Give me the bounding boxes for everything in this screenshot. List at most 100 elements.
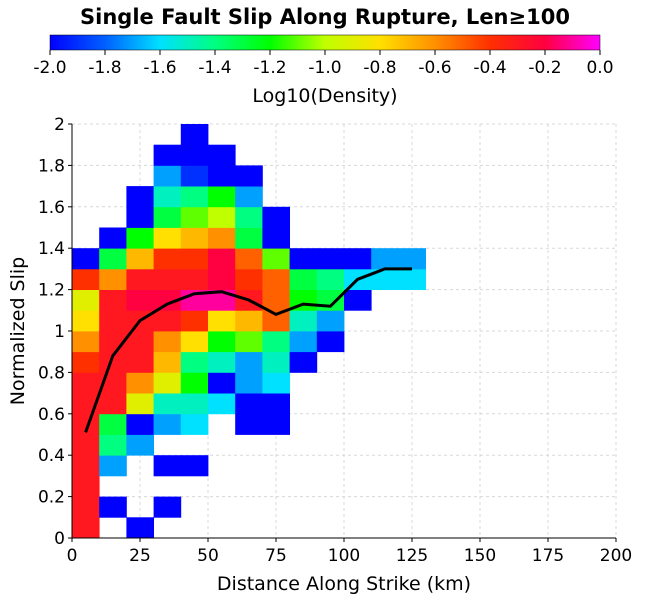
heatmap-cell	[344, 289, 372, 311]
colorbar-tick-label: -0.2	[528, 58, 561, 78]
heatmap-cell	[72, 248, 100, 270]
heatmap-cell	[153, 351, 182, 373]
heatmap-cell	[316, 331, 345, 353]
heatmap-cell	[153, 310, 182, 332]
heatmap-cell	[72, 289, 100, 311]
colorbar	[49, 34, 601, 51]
heatmap-cell	[235, 331, 263, 353]
heatmap-cell	[262, 331, 290, 353]
y-tick-label: 0.8	[38, 363, 65, 383]
colorbar-tick-label: 0.0	[586, 58, 613, 78]
heatmap-cell	[99, 351, 127, 373]
heatmap-cell	[72, 475, 100, 497]
heatmap-cell	[180, 268, 209, 290]
heatmap-cell	[208, 372, 236, 394]
heatmap-cell	[180, 124, 209, 146]
heatmap-cell	[153, 455, 182, 477]
heatmap-cell	[99, 393, 127, 415]
heatmap-cell	[126, 331, 154, 353]
heatmap-cell	[208, 310, 236, 332]
heatmap-cell	[72, 331, 100, 353]
y-axis-label: Normalized Slip	[7, 257, 29, 405]
x-tick-label: 125	[396, 546, 428, 566]
heatmap-cell	[344, 248, 372, 270]
heatmap-cell	[289, 310, 318, 332]
heatmap-cell	[99, 289, 127, 311]
heatmap-cell	[208, 165, 236, 187]
heatmap-cell	[99, 310, 127, 332]
heatmap-cell	[262, 310, 290, 332]
heatmap-cell	[235, 165, 263, 187]
heatmap-cell	[153, 165, 182, 187]
heatmap-cell	[72, 434, 100, 456]
colorbar-tick-label: -1.0	[308, 58, 341, 78]
y-tick-label: 0.2	[38, 488, 65, 508]
heatmap-cell	[153, 289, 182, 311]
heatmap-cell	[235, 248, 263, 270]
heatmap-cell	[153, 144, 182, 166]
colorbar-tick-label: -1.6	[143, 58, 176, 78]
heatmap-cell	[208, 206, 236, 228]
y-tick-label: 0	[54, 529, 65, 549]
heatmap-cell	[153, 268, 182, 290]
chart-title: Single Fault Slip Along Rupture, Len≥100	[80, 5, 570, 29]
heatmap-cell	[235, 413, 263, 435]
heatmap-cell	[262, 372, 290, 394]
heatmap-cell	[316, 268, 345, 290]
y-tick-label: 1	[54, 322, 65, 342]
colorbar-tick-label: -0.8	[363, 58, 396, 78]
heatmap-cell	[289, 248, 318, 270]
heatmap-cell	[99, 434, 127, 456]
heatmap-cell	[180, 248, 209, 270]
heatmap-cell	[180, 310, 209, 332]
x-tick-label: 25	[129, 546, 151, 566]
colorbar-tick-label: -2.0	[33, 58, 66, 78]
heatmap-cell	[316, 310, 345, 332]
heatmap-cell	[126, 517, 154, 539]
mean-line	[84, 267, 412, 433]
heatmap-cell	[208, 268, 236, 290]
heatmap-cell	[99, 496, 127, 518]
heatmap-cell	[208, 227, 236, 249]
heatmap-cell	[72, 310, 100, 332]
heatmap-cell	[316, 248, 345, 270]
colorbar-tick-label: -1.8	[88, 58, 121, 78]
heatmap-cell	[153, 496, 182, 518]
heatmap-cell	[180, 351, 209, 373]
heatmap-cell	[208, 393, 236, 415]
axes: 0 25 50 75 100 125 150 175 200 0 0.2 0.4 0.6 0.8 1 1.2 1…	[38, 115, 632, 566]
heatmap-cell	[180, 413, 209, 435]
heatmap-cell	[72, 496, 100, 518]
heatmap-cell	[262, 206, 290, 228]
heatmap-cell	[208, 351, 236, 373]
heatmap-cell	[99, 268, 127, 290]
heatmap-cell	[235, 351, 263, 373]
x-tick-label: 200	[600, 546, 632, 566]
colorbar-tick-label: -0.4	[473, 58, 506, 78]
heatmap-cell	[99, 227, 127, 249]
heatmap-cell	[180, 144, 209, 166]
heatmap-cell	[208, 186, 236, 208]
heatmap-cell	[126, 186, 154, 208]
heatmap-cell	[398, 268, 426, 290]
heatmap-cell	[153, 186, 182, 208]
y-tick-label: 1.4	[38, 239, 65, 259]
heatmap-cell	[235, 227, 263, 249]
heatmap-cell	[262, 351, 290, 373]
colorbar-label: Log10(Density)	[252, 85, 397, 107]
heatmap-cell	[126, 268, 154, 290]
heatmap-cell	[126, 289, 154, 311]
heatmap-cell	[208, 248, 236, 270]
heatmap-cell	[153, 331, 182, 353]
heatmap-cell	[289, 331, 318, 353]
heatmap-cell	[208, 144, 236, 166]
heatmap-cell	[72, 268, 100, 290]
x-tick-label: 175	[532, 546, 564, 566]
heatmap-cell	[153, 393, 182, 415]
y-tick-label: 2	[54, 115, 65, 135]
heatmap-cell	[262, 227, 290, 249]
heatmap-cell	[235, 206, 263, 228]
heatmap-cell	[262, 289, 290, 311]
x-tick-label: 50	[197, 546, 219, 566]
